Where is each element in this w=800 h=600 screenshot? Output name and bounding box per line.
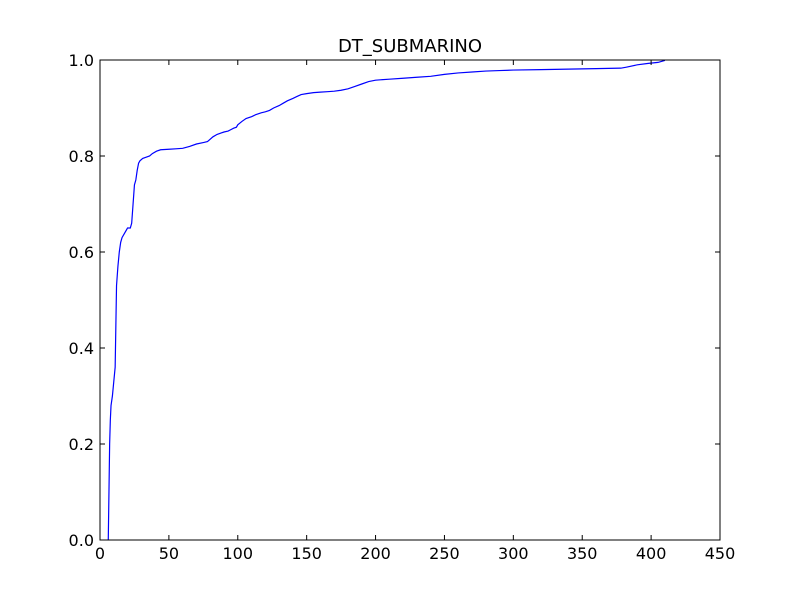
series-line-0	[107, 59, 666, 541]
x-tick-label: 350	[567, 544, 598, 563]
y-tick-label: 0.0	[69, 531, 94, 550]
x-tick-label: 100	[223, 544, 254, 563]
y-tick-label: 0.2	[69, 435, 94, 454]
x-tick-label: 450	[705, 544, 736, 563]
x-tick-label: 50	[159, 544, 179, 563]
y-tick-label: 0.6	[69, 243, 94, 262]
plot-frame	[99, 59, 721, 541]
y-tick-label: 0.8	[69, 147, 94, 166]
x-tick-label: 150	[291, 544, 322, 563]
chart-title: DT_SUBMARINO	[338, 36, 482, 57]
x-tick-label: 400	[636, 544, 667, 563]
tick-layer: 0 50 100 150 200 250 300 350 400 450 0.0 0.2 0.4 0.6 0…	[69, 51, 736, 563]
plot-layer	[107, 59, 666, 541]
x-tick-label: 200	[360, 544, 391, 563]
x-tick-label: 250	[429, 544, 460, 563]
y-tick-label: 1.0	[69, 51, 94, 70]
x-tick-label: 300	[498, 544, 529, 563]
x-tick-label: 0	[95, 544, 105, 563]
y-tick-label: 0.4	[69, 339, 94, 358]
